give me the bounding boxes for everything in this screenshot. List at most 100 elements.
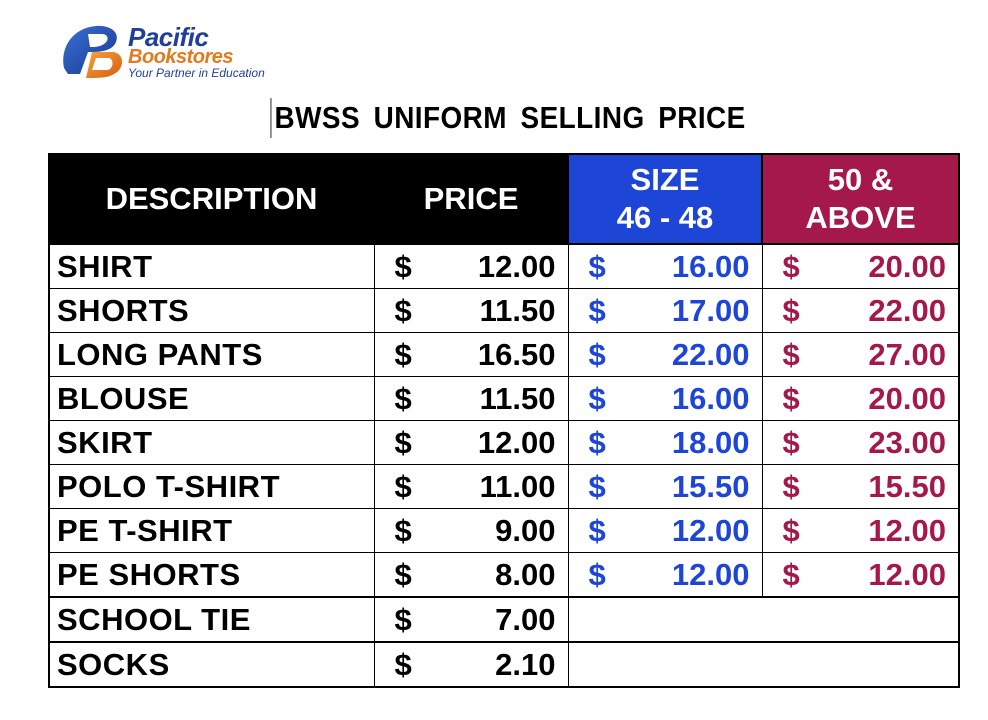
currency-symbol: $: [782, 336, 800, 372]
currency-symbol: $: [588, 468, 606, 504]
currency-symbol: $: [394, 424, 412, 460]
currency-symbol: $: [588, 424, 606, 460]
header-size-line2: 46 - 48: [616, 200, 714, 235]
table-row: BLOUSE $11.50 $16.00 $20.00: [48, 376, 960, 421]
item-description: SHORTS: [48, 288, 375, 333]
currency-symbol: $: [782, 424, 800, 460]
amount: 2.10: [495, 646, 556, 682]
size-50-above-cell: $12.00: [761, 552, 960, 598]
currency-symbol: $: [588, 248, 606, 284]
amount: 7.00: [495, 601, 556, 637]
size-46-48-cell: $16.00: [567, 243, 763, 289]
amount: 22.00: [671, 336, 750, 372]
item-description: BLOUSE: [48, 376, 375, 421]
table-row: SKIRT $12.00 $18.00 $23.00: [48, 420, 960, 465]
header-above-line1: 50 &: [827, 162, 894, 197]
price-cell: $11.50: [373, 288, 569, 333]
amount: 15.50: [868, 468, 946, 504]
amount: 12.00: [868, 556, 946, 592]
header-size-line1: SIZE: [630, 162, 700, 197]
header-row: DESCRIPTION PRICE SIZE 46 - 48 50 & ABOV…: [48, 153, 960, 245]
table-row: SCHOOL TIE $7.00: [48, 596, 960, 643]
size-46-48-cell: $17.00: [567, 288, 763, 333]
header-price: PRICE: [373, 153, 569, 245]
amount: 12.00: [868, 512, 946, 548]
size-46-48-cell: $12.00: [567, 508, 763, 553]
table-row: POLO T-SHIRT $11.00 $15.50 $15.50: [48, 464, 960, 509]
amount: 12.00: [671, 556, 750, 592]
currency-symbol: $: [588, 336, 606, 372]
header-size-46-48: SIZE 46 - 48: [567, 153, 763, 245]
price-cell: $11.00: [373, 464, 569, 509]
table-row: PE SHORTS $8.00 $12.00 $12.00: [48, 552, 960, 598]
item-description: SOCKS: [48, 641, 375, 688]
size-50-above-cell: $27.00: [761, 332, 960, 377]
price-table: DESCRIPTION PRICE SIZE 46 - 48 50 & ABOV…: [48, 153, 960, 688]
table-row: SHORTS $11.50 $17.00 $22.00: [48, 288, 960, 333]
price-cell: $8.00: [373, 552, 569, 598]
amount: 11.50: [479, 380, 556, 416]
size-46-48-cell: $18.00: [567, 420, 763, 465]
item-description: PE SHORTS: [48, 552, 375, 598]
header-above-line2: ABOVE: [805, 200, 916, 235]
size-50-above-cell: $15.50: [761, 464, 960, 509]
amount: 23.00: [868, 424, 946, 460]
empty-cell: [568, 641, 762, 688]
price-cell: $2.10: [373, 641, 569, 688]
currency-symbol: $: [394, 646, 412, 682]
amount: 8.00: [495, 556, 556, 592]
price-cell: $12.00: [373, 420, 569, 465]
amount: 16.00: [671, 380, 750, 416]
price-cell: $7.00: [373, 596, 569, 643]
amount: 9.00: [495, 512, 556, 548]
currency-symbol: $: [588, 556, 606, 592]
currency-symbol: $: [394, 512, 412, 548]
price-cell: $9.00: [373, 508, 569, 553]
amount: 11.00: [479, 468, 556, 504]
table-row: LONG PANTS $16.50 $22.00 $27.00: [48, 332, 960, 377]
item-description: SHIRT: [48, 243, 375, 289]
amount: 17.00: [671, 292, 750, 328]
price-cell: $11.50: [373, 376, 569, 421]
amount: 12.00: [477, 424, 556, 460]
size-46-48-cell: $15.50: [567, 464, 763, 509]
price-cell: $16.50: [373, 332, 569, 377]
currency-symbol: $: [782, 512, 800, 548]
amount: 16.00: [671, 248, 750, 284]
currency-symbol: $: [588, 380, 606, 416]
currency-symbol: $: [782, 380, 800, 416]
empty-cell: [762, 641, 960, 688]
currency-symbol: $: [394, 336, 412, 372]
amount: 20.00: [868, 248, 946, 284]
logo-name-pacific: Pacific: [128, 22, 209, 52]
table-row: SOCKS $2.10: [48, 641, 960, 688]
pacific-bookstores-logo: Pacific Bookstores Your Partner in Educa…: [58, 22, 288, 84]
table-row: SHIRT $12.00 $16.00 $20.00: [48, 243, 960, 289]
currency-symbol: $: [394, 380, 412, 416]
amount: 11.50: [479, 292, 556, 328]
amount: 22.00: [868, 292, 946, 328]
size-46-48-cell: $12.00: [567, 552, 763, 598]
item-description: SKIRT: [48, 420, 375, 465]
table-row: PE T-SHIRT $9.00 $12.00 $12.00: [48, 508, 960, 553]
size-50-above-cell: $23.00: [761, 420, 960, 465]
logo-tagline: Your Partner in Education: [128, 66, 265, 80]
currency-symbol: $: [588, 292, 606, 328]
amount: 15.50: [671, 468, 750, 504]
header-description: DESCRIPTION: [48, 153, 375, 245]
size-50-above-cell: $12.00: [761, 508, 960, 553]
amount: 16.50: [477, 336, 556, 372]
item-description: PE T-SHIRT: [48, 508, 375, 553]
header-description-label: DESCRIPTION: [105, 181, 318, 216]
price-cell: $12.00: [373, 243, 569, 289]
pb-logo-icon: [63, 25, 123, 78]
currency-symbol: $: [394, 556, 412, 592]
item-description: LONG PANTS: [48, 332, 375, 377]
logo-name-bookstores: Bookstores: [128, 46, 234, 68]
size-46-48-cell: $22.00: [567, 332, 763, 377]
currency-symbol: $: [394, 248, 412, 284]
currency-symbol: $: [782, 556, 800, 592]
size-46-48-cell: $16.00: [567, 376, 763, 421]
amount: 12.00: [671, 512, 750, 548]
item-description: SCHOOL TIE: [48, 596, 375, 643]
